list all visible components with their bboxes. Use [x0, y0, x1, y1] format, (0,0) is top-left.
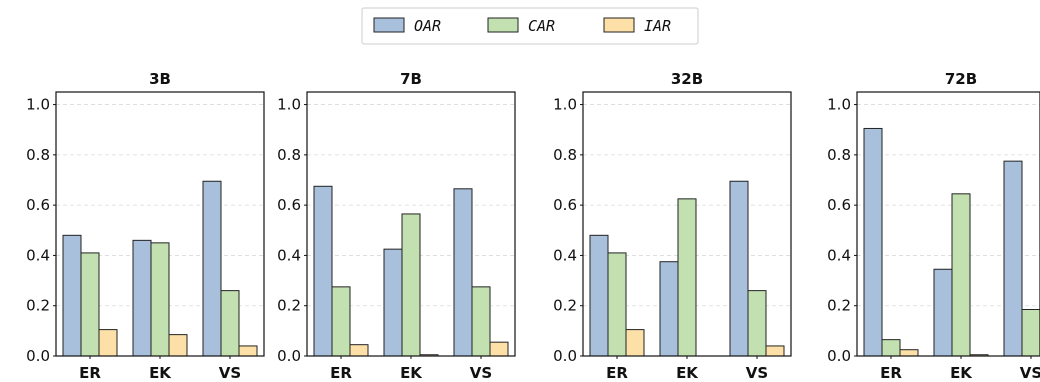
panel-title: 7B [400, 70, 422, 88]
legend-box [361, 7, 699, 45]
bar-car-vs [747, 290, 767, 357]
bar-car-ek [150, 242, 170, 357]
plot-frame [55, 91, 265, 357]
y-tick-label: 0.8 [553, 146, 577, 164]
bar-car-ek [951, 193, 971, 357]
bar-oar-ek [933, 268, 953, 357]
bar-oar-er [589, 234, 609, 357]
legend-swatch-iar [603, 17, 635, 33]
panel-title: 72B [945, 70, 977, 88]
panel-32b: 32B 0.0 0.2 0.4 0.6 0.8 1.0 ER EK VS [553, 70, 792, 382]
bar-car-er [607, 252, 627, 357]
panel-title: 32B [671, 70, 703, 88]
y-tick-label: 0.8 [827, 146, 851, 164]
bar-car-vs [1021, 308, 1040, 357]
legend: OAR CAR IAR [361, 7, 699, 45]
y-tick-label: 0.6 [827, 196, 851, 214]
y-tick-label: 1.0 [277, 96, 301, 114]
y-tick-label: 1.0 [553, 96, 577, 114]
bar-car-er [881, 339, 901, 357]
y-tick-label: 0.6 [553, 196, 577, 214]
bar-iar-er [349, 344, 369, 357]
legend-label-oar: OAR [414, 17, 441, 35]
bar-oar-vs [1003, 160, 1023, 357]
bar-oar-er [863, 127, 883, 357]
x-tick-label: ER [606, 364, 628, 382]
bar-oar-vs [729, 180, 749, 357]
bar-oar-ek [659, 261, 679, 357]
plot-frame [582, 91, 792, 357]
y-tick-label: 0.2 [277, 297, 301, 315]
panel-3b: 3B 0.0 0.2 0.4 0.6 0.8 1.0 ER EK VS [26, 70, 265, 382]
bar-oar-er [62, 234, 82, 357]
bar-iar-ek [168, 334, 188, 357]
x-tick-label: ER [330, 364, 352, 382]
bar-car-ek [677, 198, 697, 357]
x-tick-label: VS [1020, 364, 1040, 382]
legend-swatch-oar [373, 17, 405, 33]
y-tick-label: 0.0 [827, 347, 851, 365]
panel-title: 3B [149, 70, 171, 88]
bar-iar-vs [238, 345, 258, 357]
x-tick-label: VS [746, 364, 768, 382]
bar-oar-ek [132, 239, 152, 357]
y-tick-label: 0.4 [26, 246, 50, 264]
x-tick-label: EK [400, 364, 423, 382]
bar-oar-vs [202, 180, 222, 357]
x-tick-label: EK [676, 364, 699, 382]
legend-label-car: CAR [528, 17, 555, 35]
x-tick-label: EK [950, 364, 973, 382]
bar-oar-vs [453, 188, 473, 357]
bar-car-er [80, 252, 100, 357]
plot-frame [856, 91, 1040, 357]
y-tick-label: 0.2 [553, 297, 577, 315]
y-tick-label: 0.8 [26, 146, 50, 164]
bar-car-ek [401, 213, 421, 357]
y-tick-label: 0.8 [277, 146, 301, 164]
bar-oar-ek [383, 248, 403, 357]
bar-oar-er [313, 185, 333, 357]
bar-iar-er [98, 329, 118, 357]
y-tick-label: 0.4 [553, 246, 577, 264]
bar-iar-vs [489, 341, 509, 357]
bar-car-vs [471, 286, 491, 357]
y-tick-label: 0.6 [26, 196, 50, 214]
x-tick-label: VS [470, 364, 492, 382]
bar-iar-er [625, 329, 645, 357]
bar-iar-er [899, 349, 919, 357]
panel-7b: 7B 0.0 0.2 0.4 0.6 0.8 1.0 ER EK VS [277, 70, 516, 382]
bar-car-vs [220, 290, 240, 357]
y-tick-label: 0.0 [277, 347, 301, 365]
plot-frame [306, 91, 516, 357]
y-tick-label: 1.0 [827, 96, 851, 114]
legend-swatch-car [487, 17, 519, 33]
y-tick-label: 0.6 [277, 196, 301, 214]
x-tick-label: ER [79, 364, 101, 382]
y-tick-label: 0.2 [26, 297, 50, 315]
legend-label-iar: IAR [644, 17, 671, 35]
bar-iar-vs [765, 345, 785, 357]
y-tick-label: 0.0 [553, 347, 577, 365]
y-tick-label: 0.4 [277, 246, 301, 264]
y-tick-label: 0.0 [26, 347, 50, 365]
x-tick-label: ER [880, 364, 902, 382]
y-tick-label: 0.2 [827, 297, 851, 315]
x-tick-label: EK [149, 364, 172, 382]
x-tick-label: VS [219, 364, 241, 382]
y-tick-label: 0.4 [827, 246, 851, 264]
bar-car-er [331, 286, 351, 357]
y-tick-label: 1.0 [26, 96, 50, 114]
panel-72b: 72B 0.0 0.2 0.4 0.6 0.8 1.0 ER EK VS [827, 70, 1040, 382]
